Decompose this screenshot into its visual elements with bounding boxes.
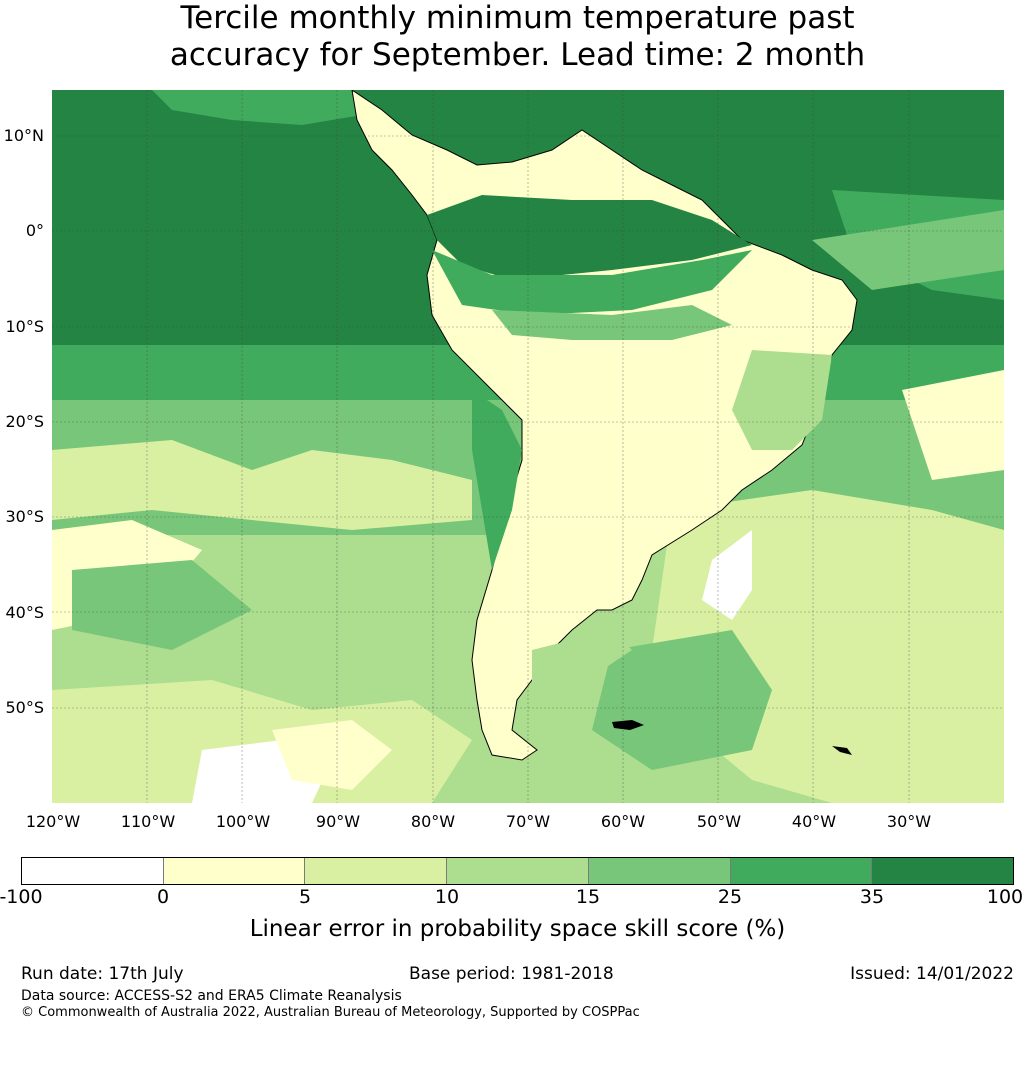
colorbar-tick: 25 — [717, 886, 743, 908]
colorbar-tick: 35 — [859, 886, 885, 908]
colorbar-tick: -100 — [0, 886, 43, 908]
continent-south-green — [532, 630, 632, 710]
continent-east-green — [732, 350, 832, 450]
colorbar-tick: 15 — [575, 886, 601, 908]
lon-label-30w: 30°W — [886, 812, 932, 831]
continent-central-light — [492, 305, 732, 340]
colorbar-segment — [730, 858, 873, 884]
lon-label-70w: 70°W — [505, 812, 551, 831]
lat-label-10n: 10°N — [3, 126, 44, 145]
lon-label-60w: 60°W — [600, 812, 646, 831]
base-period: Base period: 1981-2018 — [409, 964, 614, 984]
continent-amazon-mid — [432, 250, 752, 315]
colorbar-tick: 100 — [986, 886, 1024, 908]
colorbar-segment — [22, 858, 164, 884]
lat-label-10s: 10°S — [5, 317, 44, 336]
lon-label-40w: 40°W — [791, 812, 837, 831]
lat-label-30s: 30°S — [5, 507, 44, 526]
lon-label-100w: 100°W — [215, 812, 271, 831]
patch-far-east-yellow — [902, 370, 1004, 480]
graticule — [52, 90, 1004, 803]
lat-label-20s: 20°S — [5, 412, 44, 431]
patch-east-atlantic — [812, 210, 1004, 290]
lon-label-120w: 120°W — [25, 812, 81, 831]
south-georgia — [832, 746, 852, 755]
continent-amazon-green — [427, 195, 752, 280]
run-date: Run date: 17th July — [21, 964, 184, 984]
colorbar-segment — [588, 858, 731, 884]
patch-se-green — [592, 630, 772, 770]
patch-south-yellow — [272, 720, 392, 790]
colorbar-segment — [447, 858, 589, 884]
colorbar-segment — [872, 858, 1014, 884]
colorbar-label: Linear error in probability space skill … — [249, 916, 786, 942]
title-line-2: accuracy for September. Lead time: 2 mon… — [169, 37, 866, 73]
lon-label-90w: 90°W — [315, 812, 361, 831]
skill-score-map — [52, 90, 1004, 803]
colorbar-tick: 5 — [298, 886, 312, 908]
lon-label-50w: 50°W — [696, 812, 742, 831]
lon-label-110w: 110°W — [120, 812, 176, 831]
map-canvas — [52, 90, 1004, 803]
lon-label-80w: 80°W — [410, 812, 456, 831]
map-title: Tercile monthly minimum temperature past… — [0, 0, 1035, 74]
colorbar — [21, 857, 1014, 885]
lat-label-40s: 40°S — [5, 603, 44, 622]
copyright: © Commonwealth of Australia 2022, Austra… — [21, 1005, 640, 1020]
patch-se-white — [702, 530, 752, 620]
falkland-islands — [612, 720, 644, 730]
title-line-1: Tercile monthly minimum temperature past — [180, 0, 855, 36]
lat-label-0: 0° — [25, 221, 44, 240]
colorbar-segment — [305, 858, 448, 884]
patch-sw-yellow — [52, 440, 472, 530]
data-source: Data source: ACCESS-S2 and ERA5 Climate … — [21, 988, 402, 1004]
colorbar-tick: 0 — [156, 886, 170, 908]
continent-andes-green — [472, 390, 522, 570]
colorbar-segment — [163, 858, 306, 884]
lat-label-50s: 50°S — [5, 698, 44, 717]
issued-date: Issued: 14/01/2022 — [850, 964, 1014, 984]
patch-sw-green — [72, 560, 252, 650]
patch-caribbean-light — [152, 90, 362, 125]
colorbar-tick: 10 — [434, 886, 460, 908]
